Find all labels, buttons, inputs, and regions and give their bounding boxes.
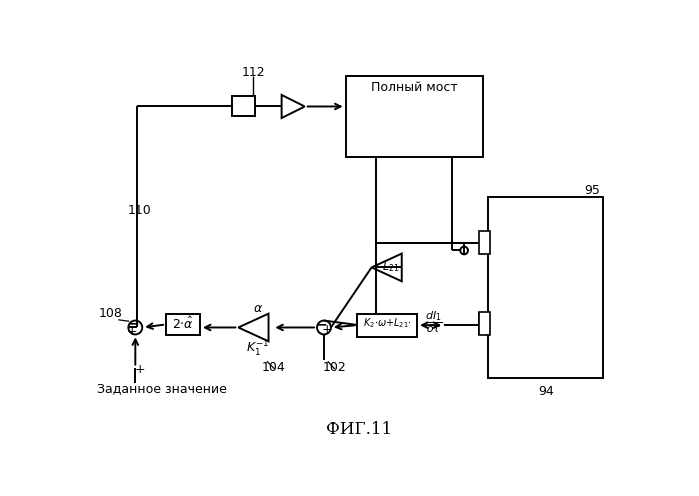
Text: −: − bbox=[315, 317, 326, 331]
Text: $2{\cdot}\hat{\alpha}$: $2{\cdot}\hat{\alpha}$ bbox=[172, 316, 194, 332]
Text: −: − bbox=[127, 316, 139, 331]
Text: 112: 112 bbox=[241, 66, 265, 79]
Text: 95: 95 bbox=[584, 184, 600, 197]
Text: $\alpha$: $\alpha$ bbox=[253, 303, 263, 315]
Text: $L_{21}$: $L_{21}$ bbox=[382, 260, 400, 274]
Text: +: + bbox=[127, 325, 138, 338]
Bar bbox=[231, 97, 254, 117]
Bar bbox=[345, 76, 482, 157]
Polygon shape bbox=[546, 307, 584, 341]
Text: 110: 110 bbox=[128, 204, 152, 217]
Text: +: + bbox=[322, 323, 332, 336]
Text: 108: 108 bbox=[99, 307, 122, 320]
Bar bbox=[166, 313, 200, 335]
Text: ФИГ.11: ФИГ.11 bbox=[326, 421, 391, 437]
Bar bbox=[357, 313, 417, 337]
Text: $\dfrac{dI_1}{\delta\tau}$: $\dfrac{dI_1}{\delta\tau}$ bbox=[425, 310, 443, 335]
Text: +: + bbox=[135, 363, 145, 375]
Bar bbox=[479, 231, 489, 254]
Text: $K_2{\cdot}\omega{+}L_{21}{\cdot}$: $K_2{\cdot}\omega{+}L_{21}{\cdot}$ bbox=[363, 316, 412, 330]
Text: Заданное значение: Заданное значение bbox=[97, 382, 226, 396]
Text: 102: 102 bbox=[323, 361, 347, 374]
Polygon shape bbox=[547, 227, 577, 245]
Bar bbox=[479, 312, 489, 335]
Text: 104: 104 bbox=[261, 361, 285, 374]
Text: Полный мост: Полный мост bbox=[370, 81, 457, 94]
Text: 94: 94 bbox=[538, 385, 554, 398]
Bar bbox=[488, 196, 603, 377]
Text: $K_1^{-1}$: $K_1^{-1}$ bbox=[246, 339, 269, 359]
